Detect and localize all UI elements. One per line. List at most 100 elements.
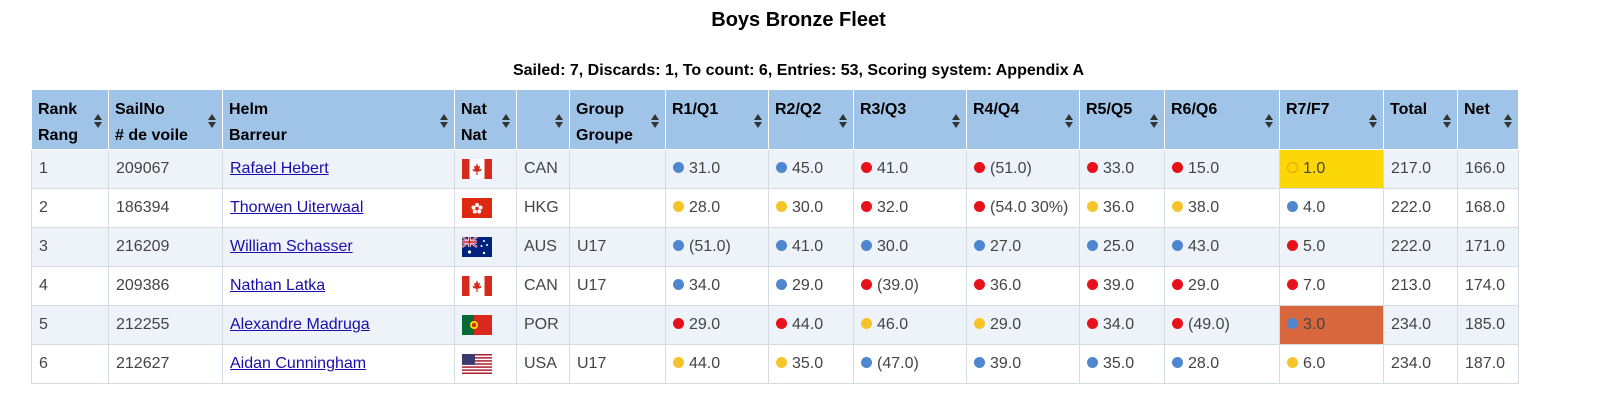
yellow-fleet-dot-icon	[673, 357, 684, 368]
race-score-cell: 27.0	[966, 227, 1080, 267]
blue-fleet-dot-icon	[861, 240, 872, 251]
race-score: 33.0	[1103, 160, 1135, 177]
race-score: 45.0	[792, 160, 824, 177]
helm-cell: Nathan Latka	[222, 266, 455, 306]
header-sublabel: # de voile	[115, 127, 188, 144]
blue-fleet-dot-icon	[776, 162, 787, 173]
net-cell: 174.0	[1457, 266, 1519, 306]
yellow-fleet-dot-icon	[974, 318, 985, 329]
sort-icon[interactable]	[502, 114, 511, 128]
rank-cell: 4	[31, 266, 109, 306]
race-score: 34.0	[1103, 316, 1135, 333]
column-header[interactable]: Rank Rang	[31, 89, 109, 150]
red-fleet-dot-icon	[974, 279, 985, 290]
sort-icon[interactable]	[1150, 114, 1159, 128]
sort-icon[interactable]	[839, 114, 848, 128]
red-fleet-dot-icon	[1087, 279, 1098, 290]
race-score-cell: 32.0	[853, 188, 967, 228]
column-header[interactable]: R1/Q1	[665, 89, 769, 150]
red-fleet-dot-icon	[1087, 162, 1098, 173]
race-score: 3.0	[1303, 316, 1326, 333]
header-label: R5/Q5	[1086, 101, 1133, 118]
race-score-cell: 35.0	[768, 344, 854, 384]
sort-icon[interactable]	[208, 114, 217, 128]
column-header[interactable]: R3/Q3	[853, 89, 967, 150]
sort-icon[interactable]	[1443, 114, 1452, 128]
race-score: (49.0)	[1188, 316, 1230, 333]
nation-cell: CAN	[516, 149, 570, 189]
header-label: R6/Q6	[1171, 101, 1218, 118]
column-header[interactable]: R2/Q2	[768, 89, 854, 150]
race-score: 41.0	[792, 238, 824, 255]
column-header[interactable]: Total	[1383, 89, 1458, 150]
helm-link[interactable]: Thorwen Uiterwaal	[230, 199, 364, 216]
column-header[interactable]: R5/Q5	[1079, 89, 1165, 150]
sort-icon[interactable]	[1504, 114, 1513, 128]
group-cell: U17	[569, 266, 666, 306]
sort-icon[interactable]	[1265, 114, 1274, 128]
sort-icon[interactable]	[555, 114, 564, 128]
column-header[interactable]: R7/F7	[1279, 89, 1384, 150]
red-fleet-dot-icon	[1287, 279, 1298, 290]
nation-cell: USA	[516, 344, 570, 384]
total-cell: 213.0	[1383, 266, 1458, 306]
race-score: 41.0	[877, 160, 909, 177]
helm-link[interactable]: Aidan Cunningham	[230, 355, 367, 372]
helm-link[interactable]: Alexandre Madruga	[230, 316, 370, 333]
race-score-cell: (49.0)	[1164, 305, 1280, 345]
helm-link[interactable]: Rafael Hebert	[230, 160, 329, 177]
group-cell: U17	[569, 227, 666, 267]
race-score-cell: 35.0	[1079, 344, 1165, 384]
rank-cell: 5	[31, 305, 109, 345]
total-cell: 234.0	[1383, 344, 1458, 384]
sort-icon[interactable]	[1065, 114, 1074, 128]
yellow-fleet-dot-icon	[776, 201, 787, 212]
sort-icon[interactable]	[754, 114, 763, 128]
column-header[interactable]: SailNo # de voile	[108, 89, 223, 150]
race-score-cell: 15.0	[1164, 149, 1280, 189]
sort-icon[interactable]	[440, 114, 449, 128]
race-score-cell: 28.0	[1164, 344, 1280, 384]
race-score: 30.0	[877, 238, 909, 255]
race-score-cell: 30.0	[768, 188, 854, 228]
race-score-cell: 43.0	[1164, 227, 1280, 267]
flag-cell	[454, 266, 517, 306]
header-sublabel: Nat	[461, 127, 487, 144]
flag-cell	[454, 344, 517, 384]
column-header[interactable]: R6/Q6	[1164, 89, 1280, 150]
header-label: Total	[1390, 101, 1428, 118]
net-cell: 187.0	[1457, 344, 1519, 384]
yellow-fleet-dot-icon	[861, 318, 872, 329]
race-score-cell: 44.0	[665, 344, 769, 384]
blue-fleet-dot-icon	[1287, 318, 1298, 329]
helm-link[interactable]: Nathan Latka	[230, 277, 326, 294]
sort-icon[interactable]	[952, 114, 961, 128]
column-header[interactable]: Nat Nat	[454, 89, 517, 150]
flag-cell	[454, 305, 517, 345]
column-header[interactable]	[516, 89, 570, 150]
blue-fleet-dot-icon	[1287, 201, 1298, 212]
helm-link[interactable]: William Schasser	[230, 238, 353, 255]
blue-fleet-dot-icon	[673, 162, 684, 173]
column-header[interactable]: Net	[1457, 89, 1519, 150]
column-header[interactable]: Helm Barreur	[222, 89, 455, 150]
column-header[interactable]: R4/Q4	[966, 89, 1080, 150]
sort-icon[interactable]	[94, 114, 103, 128]
race-score-cell: 29.0	[665, 305, 769, 345]
total-cell: 222.0	[1383, 227, 1458, 267]
canada-flag-icon	[462, 276, 509, 296]
header-label: R3/Q3	[860, 101, 907, 118]
portugal-flag-icon	[462, 315, 509, 335]
race-score: 4.0	[1303, 199, 1326, 216]
sort-icon[interactable]	[1369, 114, 1378, 128]
race-score-cell: 45.0	[768, 149, 854, 189]
race-score-cell: 6.0	[1279, 344, 1384, 384]
blue-fleet-dot-icon	[974, 357, 985, 368]
sort-icon[interactable]	[651, 114, 660, 128]
race-score: 27.0	[990, 238, 1022, 255]
column-header[interactable]: Group Groupe	[569, 89, 666, 150]
race-score-cell: 38.0	[1164, 188, 1280, 228]
race-score-cell: 28.0	[665, 188, 769, 228]
rank-cell: 6	[31, 344, 109, 384]
red-fleet-dot-icon	[776, 318, 787, 329]
